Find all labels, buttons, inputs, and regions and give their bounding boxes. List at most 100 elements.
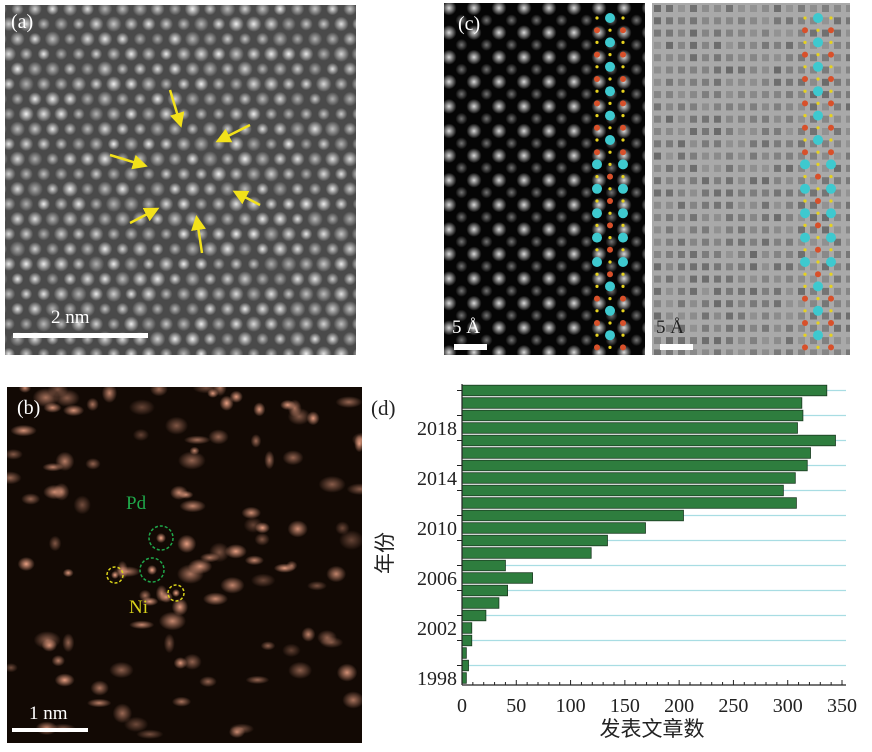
- atom-spot: [566, 123, 582, 139]
- atom-spot: [315, 286, 332, 302]
- atom-spot: [123, 196, 139, 212]
- atom-spot: [203, 5, 217, 16]
- atom-blob: [260, 641, 276, 651]
- atom-spot: [541, 98, 557, 114]
- atom-spot: [63, 242, 77, 256]
- lattice-dot: [798, 115, 805, 123]
- atom-spot: [466, 197, 482, 213]
- lattice-dot: [774, 312, 781, 320]
- lattice-dot: [738, 201, 745, 209]
- lattice-dot: [714, 54, 721, 62]
- atom-spot: [159, 137, 173, 151]
- atom-spot: [466, 172, 482, 188]
- lattice-dot: [666, 263, 673, 271]
- atom-spot: [150, 92, 165, 106]
- atom-spot: [37, 347, 50, 355]
- atom-spot: [80, 151, 95, 167]
- lattice-dot: [810, 103, 817, 111]
- lattice-dot: [654, 337, 661, 345]
- atom-blob: [264, 450, 275, 470]
- atom-spot: [351, 47, 356, 61]
- atom-spot: [541, 246, 557, 262]
- atom-spot: [264, 317, 279, 331]
- atom-spot: [352, 138, 356, 150]
- lattice-dot: [678, 312, 685, 320]
- atom-blob: [164, 416, 189, 435]
- atom-spot: [263, 16, 279, 32]
- atom-spot: [71, 196, 87, 212]
- atom-spot: [79, 271, 96, 287]
- atom-spot: [62, 151, 78, 167]
- atom-spot: [324, 301, 341, 317]
- lattice-dot: [726, 177, 733, 185]
- atom-spot: [89, 287, 104, 301]
- bar-2008: [461, 547, 592, 559]
- lattice-dot: [834, 164, 841, 172]
- atom-spot: [541, 295, 557, 311]
- atom-blob: [183, 435, 211, 445]
- atom-spot: [97, 121, 113, 137]
- atom-spot: [97, 5, 113, 17]
- atom-blob: [132, 428, 150, 442]
- lattice-dot: [774, 115, 781, 123]
- atom-spot: [541, 123, 557, 139]
- lattice-dot: [846, 140, 850, 148]
- atom-spot: [273, 122, 287, 136]
- lattice-dot: [666, 103, 673, 111]
- lattice-dot: [822, 91, 829, 99]
- lattice-dot: [678, 164, 685, 172]
- lattice-dot: [762, 226, 769, 234]
- atom-spot: [444, 172, 457, 188]
- lattice-dot: [846, 17, 850, 25]
- atom-spot: [455, 137, 468, 150]
- atom-spot: [326, 5, 339, 16]
- atom-spot: [298, 46, 314, 62]
- atom-spot: [630, 88, 643, 101]
- lattice-dot: [786, 349, 793, 355]
- atom-spot: [333, 316, 349, 332]
- atom-spot: [5, 16, 16, 32]
- lattice-dot: [678, 115, 685, 123]
- atom-spot: [238, 32, 252, 46]
- atom-spot: [591, 98, 607, 114]
- lattice-dot: [762, 349, 769, 355]
- lattice-dot: [654, 177, 661, 185]
- atom-spot: [107, 227, 121, 241]
- lattice-dot: [738, 5, 745, 12]
- atom-spot: [5, 333, 8, 345]
- lattice-dot: [726, 324, 733, 332]
- bar-2010: [461, 522, 646, 534]
- atom-spot: [555, 235, 568, 248]
- atom-spot: [124, 227, 138, 241]
- lattice-dot: [750, 152, 757, 160]
- atom-spot: [256, 182, 269, 196]
- atom-spot: [491, 98, 507, 114]
- lattice-dot: [654, 91, 661, 99]
- lattice-dot: [762, 17, 769, 25]
- atom-spot: [530, 161, 543, 174]
- atom-spot: [255, 301, 270, 317]
- atom-spot: [177, 77, 190, 91]
- lattice-dot: [834, 263, 841, 271]
- atom-blob: [254, 533, 270, 546]
- lattice-dot: [702, 29, 709, 37]
- atom-spot: [444, 98, 457, 114]
- bar-2006: [461, 572, 533, 584]
- lattice-dot: [678, 103, 685, 111]
- atom-spot: [333, 46, 350, 62]
- lattice-dot: [750, 287, 757, 295]
- atom-blob: [112, 703, 133, 724]
- lattice-dot: [726, 29, 733, 37]
- atom-spot: [107, 137, 120, 151]
- lattice-dot: [762, 189, 769, 197]
- atom-blob: [86, 397, 99, 412]
- atom-blob: [123, 716, 149, 733]
- atom-spot: [630, 137, 643, 150]
- lattice-dot: [726, 103, 733, 111]
- lattice-dot: [846, 300, 850, 308]
- atom-spot: [480, 284, 493, 297]
- lattice-dot: [786, 164, 793, 172]
- lattice-dot: [714, 324, 721, 332]
- lattice-dot: [834, 103, 841, 111]
- atom-blob: [10, 424, 37, 437]
